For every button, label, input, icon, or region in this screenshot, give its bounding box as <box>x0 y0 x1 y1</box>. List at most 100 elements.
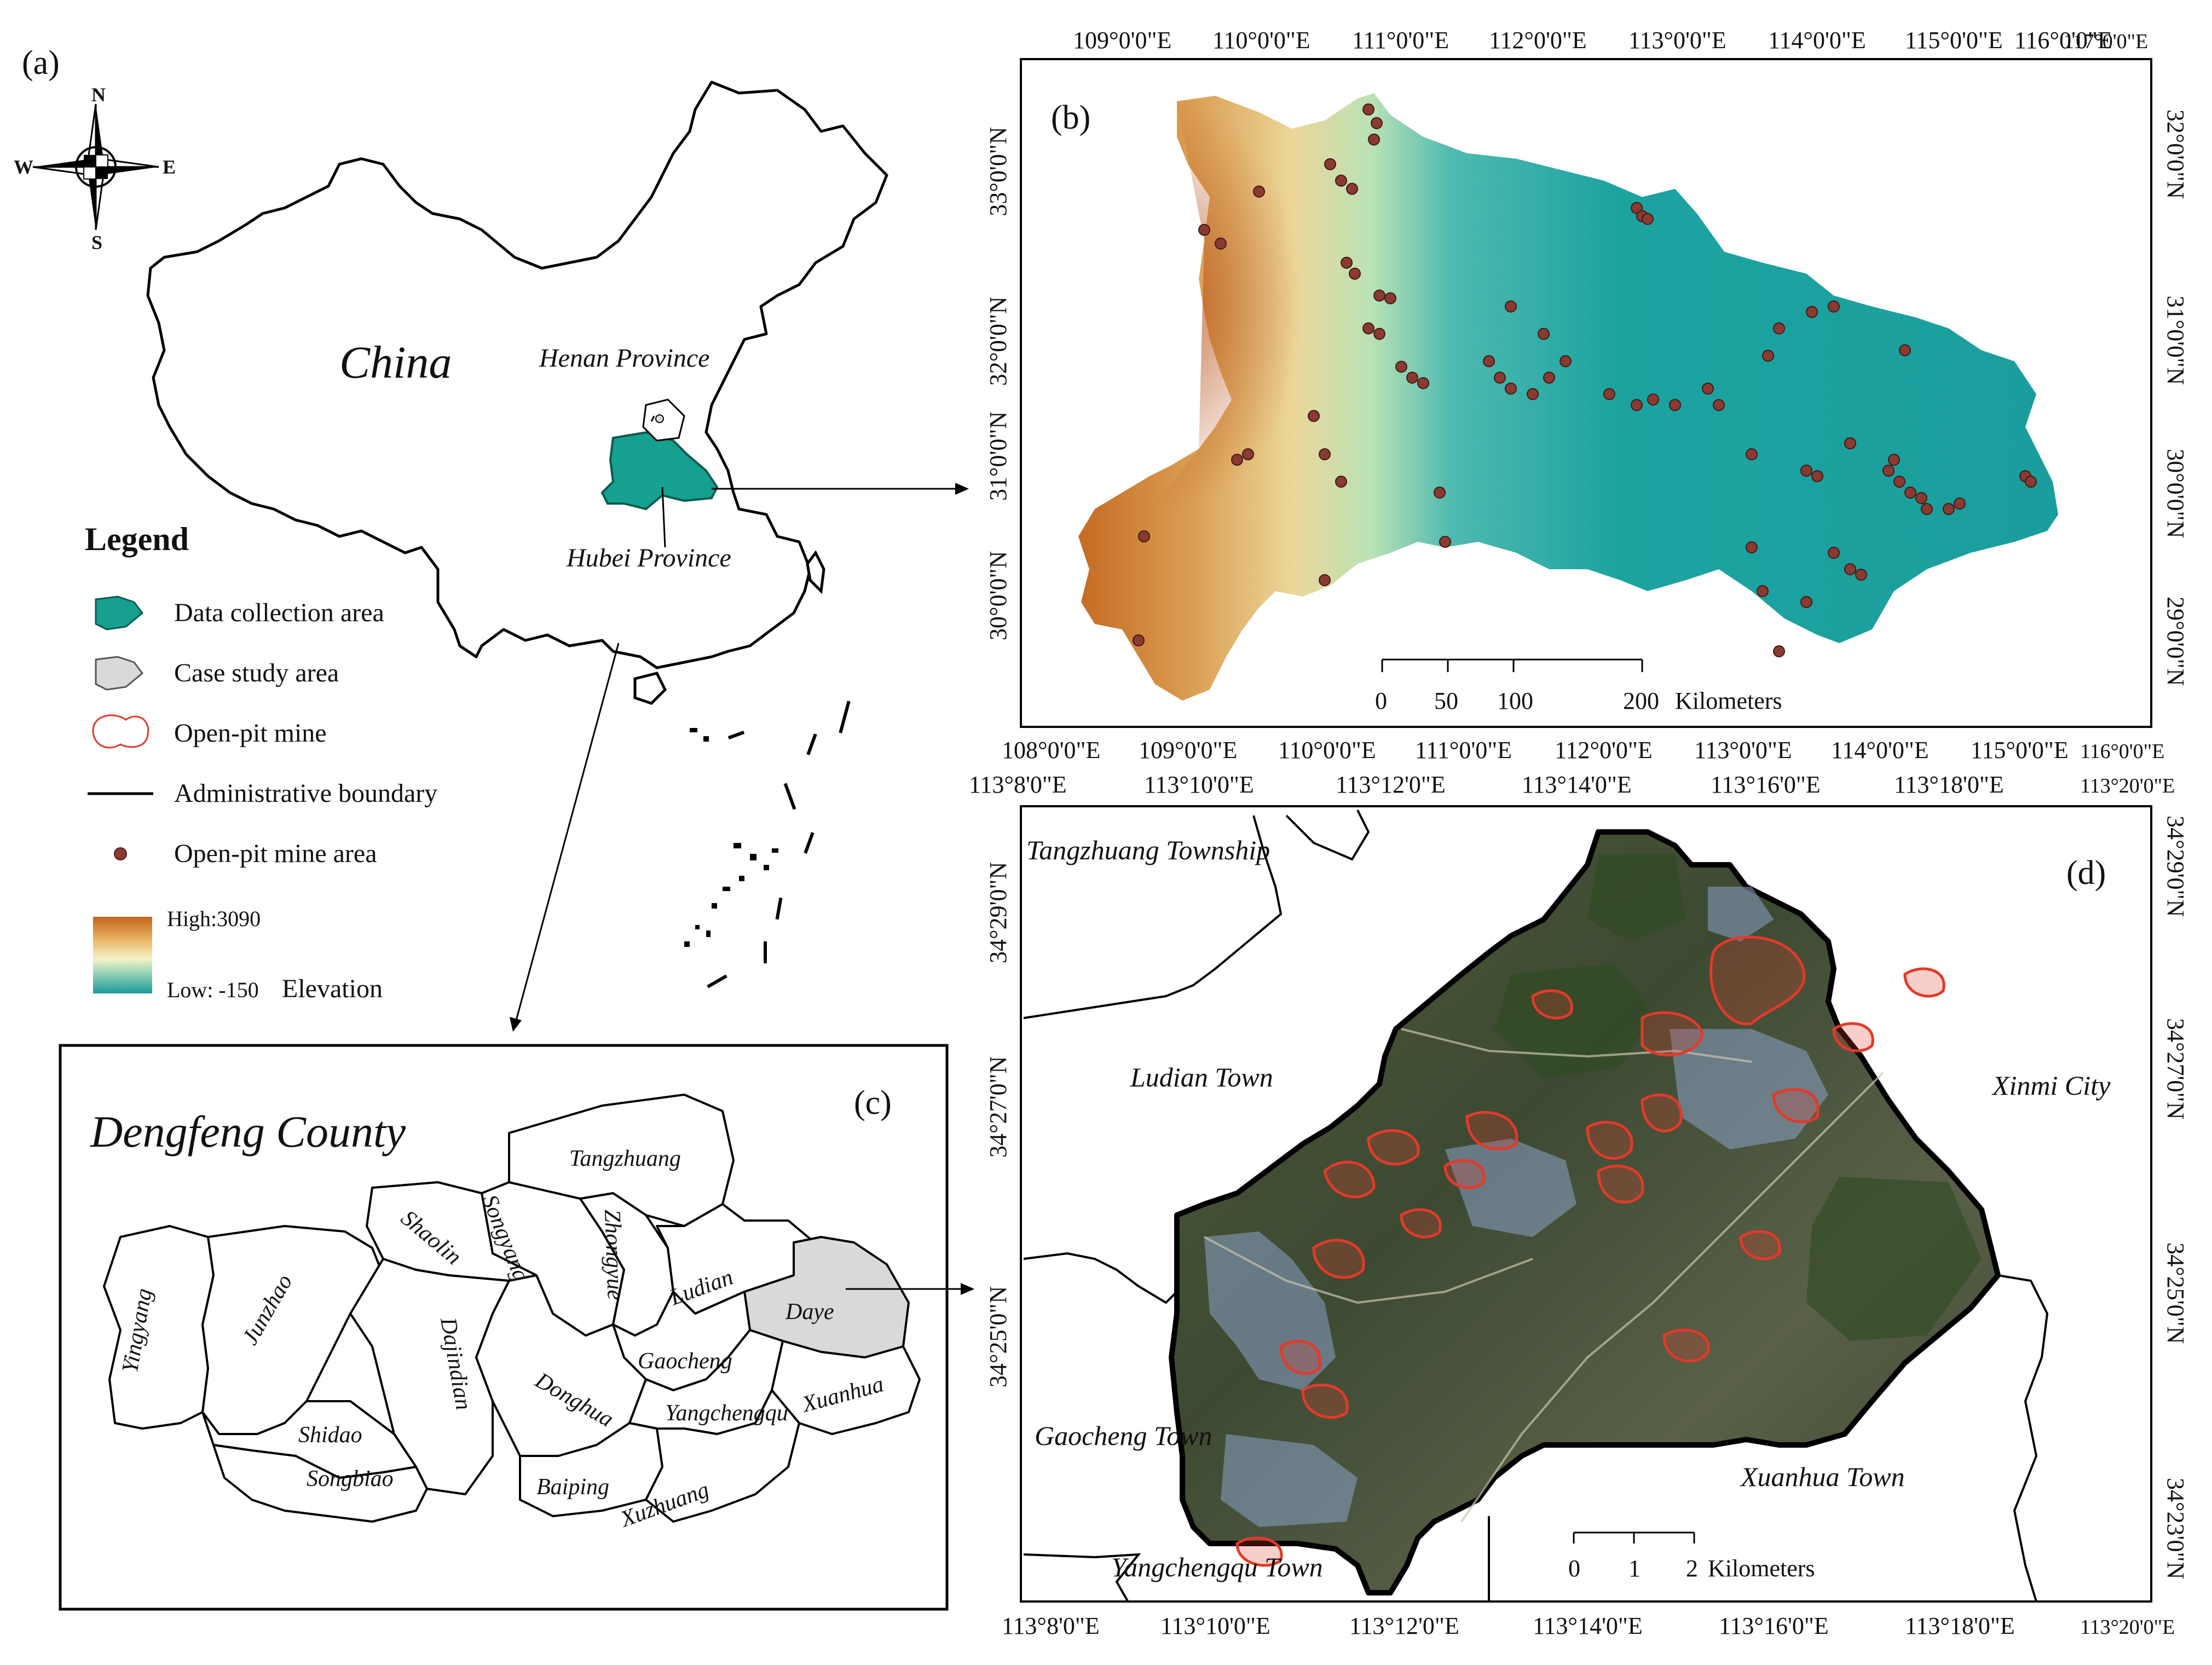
panel-d-label: (d) <box>2066 854 2106 892</box>
place-labels: Tangzhuang Township Ludian Town Xinmi Ci… <box>1026 835 2111 1582</box>
svg-text:113°0'0"E: 113°0'0"E <box>1694 737 1792 764</box>
legend-item-label: Case study area <box>174 658 339 687</box>
town-polygons <box>103 1094 921 1523</box>
taiwan-outline <box>806 550 825 594</box>
svg-text:109°0'0"E: 109°0'0"E <box>1073 27 1171 54</box>
scale-bar-b <box>1381 658 1643 672</box>
svg-text:Tangzhuang: Tangzhuang <box>569 1146 681 1171</box>
svg-text:34°27'0"N: 34°27'0"N <box>2162 1018 2189 1119</box>
scale-bar-d <box>1573 1531 1695 1543</box>
legend-item-label: Administrative boundary <box>174 779 437 808</box>
admin-boundaries <box>1023 810 2049 1602</box>
compass-s: S <box>91 232 102 253</box>
svg-text:Songbiao: Songbiao <box>307 1466 394 1491</box>
svg-text:111°0'0"E: 111°0'0"E <box>1352 27 1449 54</box>
svg-text:115°0'0"E: 115°0'0"E <box>1971 737 2069 764</box>
svg-text:34°27'0"N: 34°27'0"N <box>985 1056 1012 1158</box>
elevation-ramp <box>93 917 152 993</box>
svg-text:116°0'0"E: 116°0'0"E <box>2014 27 2112 54</box>
scale-label: 0 <box>1375 687 1387 714</box>
scale-unit: Kilometers <box>1708 1555 1815 1582</box>
svg-text:110°0'0"E: 110°0'0"E <box>1212 27 1310 54</box>
svg-text:113°8'0"E: 113°8'0"E <box>969 771 1067 798</box>
svg-text:115°0'0"E: 115°0'0"E <box>1905 27 2003 54</box>
henan-label: Henan Province <box>539 344 709 373</box>
svg-text:31°0'0"N: 31°0'0"N <box>985 412 1012 501</box>
svg-text:113°12'0"E: 113°12'0"E <box>1349 1612 1459 1639</box>
svg-text:112°0'0"E: 112°0'0"E <box>1555 737 1653 764</box>
compass-icon: N S W E <box>14 84 176 253</box>
panel-c-label: (c) <box>854 1084 892 1121</box>
elevation-title: Elevation <box>282 974 383 1003</box>
dem-highland <box>1081 101 1451 684</box>
panel-d-right-ticks: 34°29'0"N 34°27'0"N 34°25'0"N 34°23'0"N <box>2162 816 2189 1579</box>
open-pit-mine-polygons <box>1235 935 1945 1567</box>
compass-w: W <box>14 156 33 178</box>
panel-a: (a) N S W E <box>14 44 969 1032</box>
svg-text:114°0'0"E: 114°0'0"E <box>1831 737 1929 764</box>
svg-text:Gaocheng Town: Gaocheng Town <box>1035 1420 1212 1451</box>
svg-text:Yangchengqu Town: Yangchengqu Town <box>1111 1552 1323 1582</box>
svg-text:Tangzhuang Township: Tangzhuang Township <box>1026 835 1270 865</box>
svg-text:113°16'0"E: 113°16'0"E <box>1719 1612 1829 1639</box>
svg-text:113°10'0"E: 113°10'0"E <box>1144 771 1254 798</box>
svg-text:Baiping: Baiping <box>536 1475 609 1500</box>
svg-text:113°10'0"E: 113°10'0"E <box>1160 1612 1270 1639</box>
panel-d-left-ticks: 34°29'0"N 34°27'0"N 34°25'0"N <box>985 862 1012 1388</box>
svg-text:30°0'0"N: 30°0'0"N <box>985 551 1012 640</box>
svg-text:113°20'0"E: 113°20'0"E <box>2080 1616 2175 1639</box>
svg-text:34°25'0"N: 34°25'0"N <box>985 1286 1012 1388</box>
data-collection-area-shape <box>600 431 719 511</box>
arrow-head-icon <box>510 1017 522 1032</box>
road-lines <box>1204 1028 1884 1523</box>
elevation-high-label: High:3090 <box>167 906 261 931</box>
panel-b-top-ticks: 109°0'0"E 110°0'0"E 111°0'0"E 112°0'0"E … <box>1073 27 2148 54</box>
scale-label: 200 <box>1623 687 1659 714</box>
arrow-head-icon <box>961 1283 974 1295</box>
svg-text:30°0'0"N: 30°0'0"N <box>2162 449 2189 538</box>
svg-text:Gaocheng: Gaocheng <box>638 1349 732 1374</box>
compass-n: N <box>91 84 106 106</box>
compass-e: E <box>163 156 176 178</box>
panel-b-label: (b) <box>1051 99 1090 136</box>
mine-point <box>114 847 127 860</box>
svg-text:112°0'0"E: 112°0'0"E <box>1489 27 1587 54</box>
china-outline <box>146 80 888 669</box>
scale-label: 100 <box>1497 687 1533 714</box>
scale-label: 0 <box>1568 1555 1580 1582</box>
case-study-marker <box>655 414 664 423</box>
svg-text:34°25'0"N: 34°25'0"N <box>2162 1242 2189 1344</box>
scale-unit: Kilometers <box>1675 687 1782 714</box>
svg-text:31°0'0"N: 31°0'0"N <box>2162 296 2189 385</box>
svg-text:113°16'0"E: 113°16'0"E <box>1711 771 1821 798</box>
svg-text:34°23'0"N: 34°23'0"N <box>2162 1478 2189 1579</box>
mine-points-b <box>1133 103 2037 657</box>
svg-text:113°12'0"E: 113°12'0"E <box>1336 771 1446 798</box>
svg-text:113°0'0"E: 113°0'0"E <box>1628 27 1726 54</box>
panel-a-label: (a) <box>22 44 60 82</box>
svg-text:109°0'0"E: 109°0'0"E <box>1139 737 1237 764</box>
scale-label: 50 <box>1434 687 1458 714</box>
svg-text:108°0'0"E: 108°0'0"E <box>1002 737 1100 764</box>
panel-b-left-ticks: 33°0'0"N 32°0'0"N 31°0'0"N 30°0'0"N <box>985 127 1012 640</box>
dengfeng-title: Dengfeng County <box>90 1107 406 1157</box>
svg-text:Ludian Town: Ludian Town <box>1130 1062 1273 1092</box>
china-label: China <box>339 337 452 388</box>
panel-d-bottom-ticks: 113°8'0"E 113°10'0"E 113°12'0"E 113°14'0… <box>1002 1612 2175 1639</box>
panel-d-top-ticks: 113°8'0"E 113°10'0"E 113°12'0"E 113°14'0… <box>969 771 2175 798</box>
legend-item-label: Open-pit mine area <box>174 839 377 868</box>
legend: Legend Data collection area Case study a… <box>85 521 437 1003</box>
south-sea-islands <box>684 701 851 988</box>
legend-title: Legend <box>85 521 189 557</box>
panel-b: (b) <box>985 27 2189 764</box>
arrow-a-to-c <box>513 643 620 1027</box>
panel-d: (d) <box>969 771 2189 1639</box>
mine-outline-swatch <box>92 714 149 749</box>
svg-text:29°0'0"N: 29°0'0"N <box>2162 597 2189 686</box>
svg-text:Xinmi City: Xinmi City <box>1991 1070 2111 1101</box>
svg-text:Shidao: Shidao <box>298 1423 362 1448</box>
svg-text:113°8'0"E: 113°8'0"E <box>1002 1612 1100 1639</box>
svg-text:Zhongyue: Zhongyue <box>599 1209 628 1300</box>
panel-b-bottom-ticks: 108°0'0"E 109°0'0"E 110°0'0"E 111°0'0"E … <box>1002 737 2164 764</box>
legend-item-label: Data collection area <box>174 598 384 627</box>
